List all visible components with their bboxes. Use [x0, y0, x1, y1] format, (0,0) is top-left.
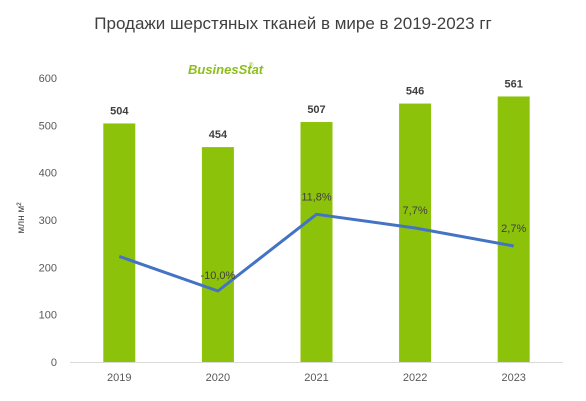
bar	[497, 96, 530, 363]
bar-value-label: 507	[307, 104, 325, 116]
logo-registered-mark: ®	[249, 62, 254, 69]
y-tick-label: 200	[39, 262, 57, 274]
growth-line	[118, 212, 514, 293]
chart-title: Продажи шерстяных тканей в мире в 2019-2…	[94, 14, 492, 33]
y-tick-label: 0	[51, 357, 57, 369]
y-tick-label: 400	[39, 168, 57, 180]
y-tick-label: 500	[39, 120, 57, 132]
x-tick-label: 2019	[107, 372, 131, 384]
growth-label: 11,8%	[301, 191, 332, 203]
logo-text: BusinesStat	[188, 62, 264, 77]
bar-value-labels: 504 454 507 546 561	[110, 78, 523, 141]
bar-value-label: 454	[209, 129, 228, 141]
growth-label: 7,7%	[403, 205, 428, 217]
x-tick-label: 2021	[304, 372, 328, 384]
bar-value-label: 546	[406, 86, 424, 98]
bar-value-label: 504	[110, 105, 129, 117]
bar	[103, 123, 136, 362]
bar	[300, 122, 333, 363]
growth-label: -10,0%	[200, 270, 235, 282]
logo: BusinesStat ®	[188, 62, 264, 77]
y-axis-ticks: 0 100 200 300 400 500 600	[39, 73, 57, 369]
x-tick-label: 2020	[206, 372, 230, 384]
y-tick-label: 100	[39, 310, 57, 322]
y-tick-label: 600	[39, 73, 57, 85]
growth-labels: -10,0% 11,8% 7,7% 2,7%	[200, 191, 526, 282]
growth-label: 2,7%	[501, 223, 526, 235]
bar	[201, 147, 234, 362]
bar	[399, 103, 432, 362]
y-axis-label: млн м²	[16, 202, 27, 234]
x-tick-label: 2022	[403, 372, 427, 384]
x-axis-ticks: 2019 2020 2021 2022 2023	[107, 372, 526, 384]
x-tick-label: 2023	[501, 372, 525, 384]
bar-value-label: 561	[505, 78, 523, 90]
bars	[103, 96, 530, 363]
y-tick-label: 300	[39, 215, 57, 227]
